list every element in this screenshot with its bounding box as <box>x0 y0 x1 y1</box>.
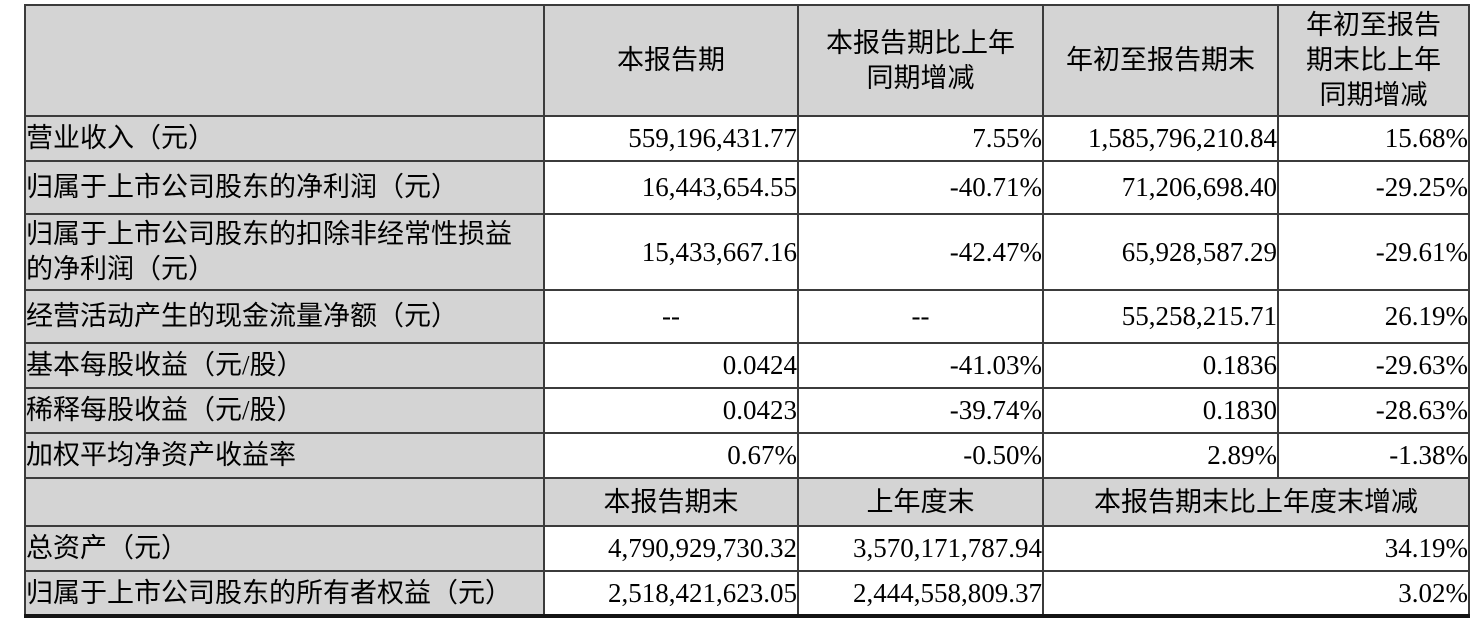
value-current: 559,196,431.77 <box>543 115 799 162</box>
row-label: 加权平均净资产收益率 <box>24 432 545 479</box>
financial-summary-table: 本报告期 本报告期比上年 同期增减 年初至报告期末 年初至报告 期末比上年 同期… <box>24 4 1470 618</box>
corner-cell <box>24 477 545 527</box>
value-current: 16,443,654.55 <box>543 160 799 215</box>
value-ytd-change: -28.63% <box>1277 387 1470 434</box>
value-ytd-change: -29.25% <box>1277 160 1470 215</box>
table-row-total-assets: 总资产（元） 4,790,929,730.32 3,570,171,787.94… <box>24 525 1470 572</box>
col-header-ytd: 年初至报告期末 <box>1042 4 1279 117</box>
table-row-operating-cash-flow: 经营活动产生的现金流量净额（元） -- -- 55,258,215.71 26.… <box>24 289 1470 344</box>
col-header-ytd-change: 年初至报告 期末比上年 同期增减 <box>1277 4 1470 117</box>
table-row-weighted-avg-roe: 加权平均净资产收益率 0.67% -0.50% 2.89% -1.38% <box>24 432 1470 479</box>
value-change: 3.02% <box>1042 570 1470 617</box>
value-current-change: -41.03% <box>797 342 1044 389</box>
value-change: 34.19% <box>1042 525 1470 572</box>
value-ytd-change: -29.63% <box>1277 342 1470 389</box>
col-header-current-period-change: 本报告期比上年 同期增减 <box>797 4 1044 117</box>
value-current: 0.0423 <box>543 387 799 434</box>
table-row-net-profit-excl-nonrecurring: 归属于上市公司股东的扣除非经常性损益 的净利润（元） 15,433,667.16… <box>24 213 1470 291</box>
value-ytd: 55,258,215.71 <box>1042 289 1279 344</box>
col-header-period-end-change: 本报告期末比上年度末增减 <box>1042 477 1470 527</box>
table-row-shareholders-equity: 归属于上市公司股东的所有者权益（元） 2,518,421,623.05 2,44… <box>24 570 1470 617</box>
value-current: 0.0424 <box>543 342 799 389</box>
value-ytd: 71,206,698.40 <box>1042 160 1279 215</box>
row-label: 归属于上市公司股东的净利润（元） <box>24 160 545 215</box>
value-current: 15,433,667.16 <box>543 213 799 291</box>
value-current-change: -39.74% <box>797 387 1044 434</box>
value-period-end: 4,790,929,730.32 <box>543 525 799 572</box>
value-ytd: 1,585,796,210.84 <box>1042 115 1279 162</box>
value-current-change: 7.55% <box>797 115 1044 162</box>
value-ytd-change: -1.38% <box>1277 432 1470 479</box>
value-current-change: -0.50% <box>797 432 1044 479</box>
value-current-change: -- <box>797 289 1044 344</box>
row-label: 归属于上市公司股东的所有者权益（元） <box>24 570 545 617</box>
value-current-change: -42.47% <box>797 213 1044 291</box>
corner-cell <box>24 4 545 117</box>
table-row-basic-eps: 基本每股收益（元/股） 0.0424 -41.03% 0.1836 -29.63… <box>24 342 1470 389</box>
value-period-end: 2,518,421,623.05 <box>543 570 799 617</box>
value-ytd-change: 15.68% <box>1277 115 1470 162</box>
header-row-period-end: 本报告期末 上年度末 本报告期末比上年度末增减 <box>24 477 1470 527</box>
value-prior-year-end: 3,570,171,787.94 <box>797 525 1044 572</box>
row-label: 经营活动产生的现金流量净额（元） <box>24 289 545 344</box>
col-header-current-period: 本报告期 <box>543 4 799 117</box>
row-label: 总资产（元） <box>24 525 545 572</box>
value-ytd-change: 26.19% <box>1277 289 1470 344</box>
value-prior-year-end: 2,444,558,809.37 <box>797 570 1044 617</box>
table-row-diluted-eps: 稀释每股收益（元/股） 0.0423 -39.74% 0.1830 -28.63… <box>24 387 1470 434</box>
row-label: 营业收入（元） <box>24 115 545 162</box>
value-ytd: 2.89% <box>1042 432 1279 479</box>
financial-summary-table-wrap: 本报告期 本报告期比上年 同期增减 年初至报告期末 年初至报告 期末比上年 同期… <box>24 4 1470 618</box>
value-ytd: 0.1830 <box>1042 387 1279 434</box>
value-current-change: -40.71% <box>797 160 1044 215</box>
value-ytd: 0.1836 <box>1042 342 1279 389</box>
header-row-period: 本报告期 本报告期比上年 同期增减 年初至报告期末 年初至报告 期末比上年 同期… <box>24 4 1470 117</box>
value-ytd-change: -29.61% <box>1277 213 1470 291</box>
col-header-prior-year-end: 上年度末 <box>797 477 1044 527</box>
row-label: 稀释每股收益（元/股） <box>24 387 545 434</box>
table-row-net-profit: 归属于上市公司股东的净利润（元） 16,443,654.55 -40.71% 7… <box>24 160 1470 215</box>
col-header-period-end: 本报告期末 <box>543 477 799 527</box>
row-label: 归属于上市公司股东的扣除非经常性损益 的净利润（元） <box>24 213 545 291</box>
row-label: 基本每股收益（元/股） <box>24 342 545 389</box>
value-current: -- <box>543 289 799 344</box>
table-row-revenue: 营业收入（元） 559,196,431.77 7.55% 1,585,796,2… <box>24 115 1470 162</box>
value-ytd: 65,928,587.29 <box>1042 213 1279 291</box>
value-current: 0.67% <box>543 432 799 479</box>
